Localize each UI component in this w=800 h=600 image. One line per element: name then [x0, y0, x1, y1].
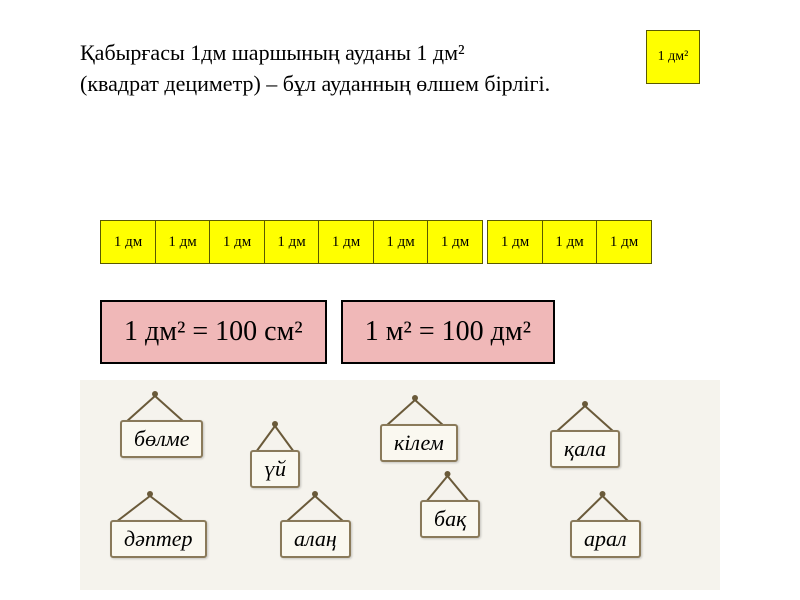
unit-square-label: 1 дм²: [658, 49, 689, 66]
dm-cell: 1 дм: [100, 220, 156, 264]
hanging-sign: дәптер: [110, 490, 207, 558]
hanger-icon: [110, 490, 190, 524]
dm-cell: 1 дм: [155, 220, 211, 264]
word-signs-area: бөлме үй кілем қала дәптер алаң бақ арал: [80, 380, 720, 590]
dm-cell: 1 дм: [487, 220, 543, 264]
sign-label: арал: [570, 520, 641, 558]
hanging-sign: кілем: [380, 394, 458, 462]
sign-label: алаң: [280, 520, 351, 558]
hanging-sign: бақ: [420, 470, 480, 538]
unit-square: 1 дм²: [646, 30, 700, 84]
header-text: Қабырғасы 1дм шаршының ауданы 1 дм² (ква…: [80, 38, 550, 100]
hanger-icon: [280, 490, 350, 524]
dm-cell: 1 дм: [264, 220, 320, 264]
hanger-icon: [570, 490, 635, 524]
hanger-icon: [420, 470, 475, 504]
dm-cell: 1 дм: [209, 220, 265, 264]
formula-m-dm: 1 м² = 100 дм²: [341, 300, 555, 364]
hanger-icon: [380, 394, 450, 428]
sign-label: үй: [250, 450, 300, 488]
dm-cell: 1 дм: [373, 220, 429, 264]
sign-label: бөлме: [120, 420, 203, 458]
hanging-sign: алаң: [280, 490, 351, 558]
header-line2: (квадрат дециметр) – бұл ауданның өлшем …: [80, 69, 550, 100]
hanging-sign: бөлме: [120, 390, 203, 458]
dm-cell: 1 дм: [427, 220, 483, 264]
hanging-sign: қала: [550, 400, 620, 468]
formula-dm-cm: 1 дм² = 100 см²: [100, 300, 327, 364]
hanger-icon: [250, 420, 300, 454]
sign-label: бақ: [420, 500, 480, 538]
dm-row: 1 дм1 дм1 дм1 дм1 дм1 дм1 дм1 дм1 дм1 дм: [100, 220, 652, 264]
header-line1: Қабырғасы 1дм шаршының ауданы 1 дм²: [80, 38, 550, 69]
sign-label: дәптер: [110, 520, 207, 558]
hanger-icon: [550, 400, 620, 434]
hanging-sign: үй: [250, 420, 300, 488]
dm-cell: 1 дм: [596, 220, 652, 264]
sign-label: кілем: [380, 424, 458, 462]
hanging-sign: арал: [570, 490, 641, 558]
sign-label: қала: [550, 430, 620, 468]
dm-cell: 1 дм: [542, 220, 598, 264]
formula-row: 1 дм² = 100 см² 1 м² = 100 дм²: [100, 300, 555, 364]
hanger-icon: [120, 390, 190, 424]
dm-cell: 1 дм: [318, 220, 374, 264]
